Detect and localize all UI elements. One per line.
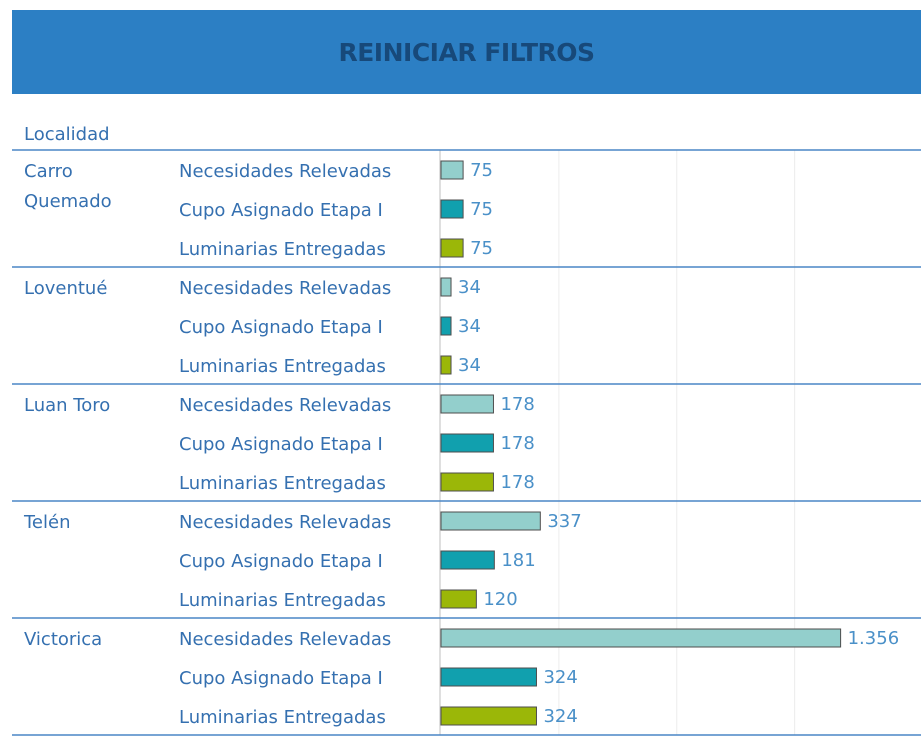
locality-label: Victorica [24, 629, 102, 650]
bar [440, 238, 464, 258]
data-label: 324 [543, 706, 577, 727]
measure-label: Luminarias Entregadas [179, 590, 386, 611]
measure-label: Luminarias Entregadas [179, 239, 386, 260]
bar [440, 160, 464, 180]
data-label: 34 [458, 355, 481, 376]
measure-label: Necesidades Relevadas [179, 512, 391, 533]
locality-label: Telén [23, 512, 71, 533]
localidad-header: Localidad [24, 124, 110, 145]
measure-label: Luminarias Entregadas [179, 707, 386, 728]
measure-label: Cupo Asignado Etapa I [179, 434, 383, 455]
data-label: 181 [501, 550, 535, 571]
bar [440, 550, 495, 570]
bar [440, 394, 494, 414]
data-label: 75 [470, 160, 493, 181]
measure-label: Luminarias Entregadas [179, 356, 386, 377]
bar [440, 199, 464, 219]
bar [440, 433, 494, 453]
locality-label: Loventué [24, 278, 107, 299]
measure-label: Luminarias Entregadas [179, 473, 386, 494]
data-label: 178 [500, 433, 534, 454]
data-label: 1.356 [848, 628, 900, 649]
bar [440, 706, 537, 726]
locality-label: Luan Toro [24, 395, 110, 416]
measure-label: Necesidades Relevadas [179, 395, 391, 416]
locality-label: Quemado [24, 191, 112, 212]
data-label: 324 [543, 667, 577, 688]
measure-label: Necesidades Relevadas [179, 161, 391, 182]
reset-filters-label: REINICIAR FILTROS [338, 37, 595, 67]
measure-label: Cupo Asignado Etapa I [179, 200, 383, 221]
data-label: 178 [500, 472, 534, 493]
bar [440, 316, 452, 336]
bar [440, 628, 842, 648]
measure-label: Cupo Asignado Etapa I [179, 551, 383, 572]
locality-label: Carro [24, 161, 73, 182]
bar [440, 667, 537, 687]
bar [440, 277, 452, 297]
data-label: 34 [458, 316, 481, 337]
data-label: 120 [483, 589, 517, 610]
reset-filters-button[interactable]: REINICIAR FILTROS [12, 10, 921, 94]
data-label: 75 [470, 199, 493, 220]
data-label: 337 [547, 511, 581, 532]
bar [440, 511, 541, 531]
data-label: 178 [500, 394, 534, 415]
bar [440, 472, 494, 492]
data-label: 75 [470, 238, 493, 259]
measure-label: Cupo Asignado Etapa I [179, 668, 383, 689]
data-label: 34 [458, 277, 481, 298]
measure-label: Necesidades Relevadas [179, 629, 391, 650]
bar [440, 355, 452, 375]
measure-label: Necesidades Relevadas [179, 278, 391, 299]
measure-label: Cupo Asignado Etapa I [179, 317, 383, 338]
bar [440, 589, 477, 609]
